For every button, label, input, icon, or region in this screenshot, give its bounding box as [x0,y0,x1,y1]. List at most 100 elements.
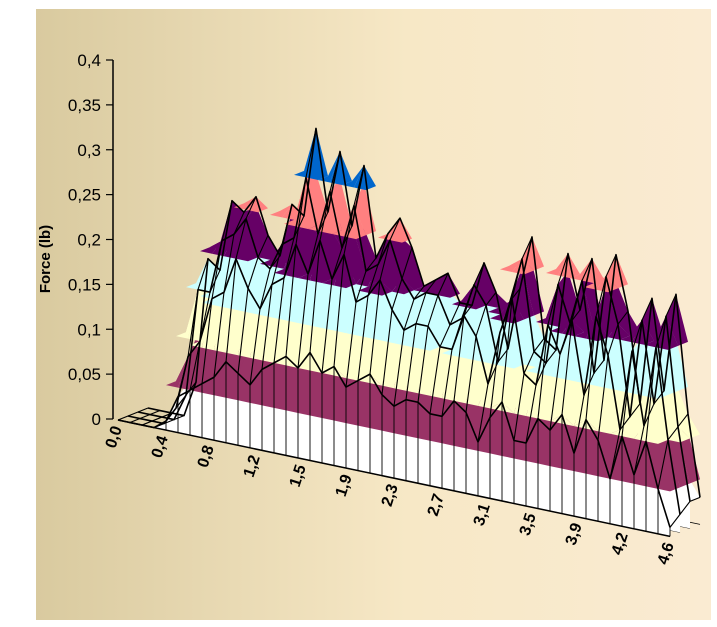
surface-cell-band [370,289,392,341]
cross-line [597,310,629,441]
x-tick-label: 0,4 [149,434,172,461]
surface-cell-band [570,258,592,281]
x-tick-label: 2,3 [379,482,402,509]
y-axis-title: Force (lb) [37,225,54,293]
surface-cell-band [428,295,450,347]
surface-cell-band [334,326,356,379]
x-tick-label: 4,2 [609,531,632,558]
surface-face-band [442,443,454,491]
cross-line [177,258,209,397]
surface-cell-band [358,280,380,294]
surface-face-band [238,400,250,448]
surface-cell-band [390,218,412,243]
surface-cell-band [366,233,388,272]
surface-cell-band [378,218,400,241]
y-tick-label: 0,1 [77,320,101,339]
surface-cell-band [500,258,522,272]
surface-face-band [610,478,622,527]
surface-cell-band [250,284,272,316]
surface-face-band [586,428,598,477]
y-tick-label: 0,2 [77,231,101,250]
surface-cell-band [236,254,258,289]
surface-cell-band [666,339,688,391]
cross-line [345,257,377,388]
x-tick-label: 0,8 [195,443,218,470]
surface-cell-band [294,128,316,178]
surface-face-band [478,450,490,499]
surface-cell-band [454,315,476,359]
cross-line [249,255,281,385]
surface-cell-band [200,240,222,254]
surface-cell-band [198,258,220,293]
cross-line [501,236,533,403]
surface-cell-band [356,264,378,287]
surface-cell-band [346,295,368,336]
surface-face-band [574,471,586,519]
x-tick-label: 1,9 [333,472,356,499]
surface-face-band [322,418,334,466]
cross-line [441,304,473,417]
surface-cell-band [678,431,700,484]
surface-cell-band [286,271,308,323]
x-tick-label: 0,0 [103,424,126,451]
surface-face-band [586,473,598,522]
surface-cell-band [658,484,680,528]
surface-cell-band [310,240,332,284]
cross-line [513,338,545,441]
surface-cell-band [214,258,236,308]
cross-line [141,412,173,426]
surface-cell-band [310,276,332,329]
surface-cell-band [404,292,426,331]
surface-face-band [358,425,370,474]
surface-face-band [406,435,418,484]
surface-cell-band [522,308,544,352]
surface-face-band [502,410,514,459]
surface-face-band [466,412,478,451]
surface-face-band [622,481,634,529]
surface-face-band [298,367,310,416]
surface-face-band [274,407,286,456]
surface-face-band [430,440,442,489]
surface-face-band [346,380,358,426]
surface-face-band [406,399,418,439]
cross-line [261,204,293,370]
surface-face-band [526,418,538,464]
surface-cell-band [332,205,354,237]
surface-cell-band [334,281,356,334]
surface-cell-band [646,437,668,489]
surface-cell-band [656,316,678,350]
surface-face-band [490,453,502,501]
cross-line [237,235,269,374]
cross-line [669,496,701,528]
surface-cell-band [358,289,380,339]
surface-face-band [442,400,454,446]
surface-face-band [598,476,610,524]
surface-face-band [514,458,526,507]
surface-face-band [334,366,346,379]
cross-line [321,225,353,374]
y-tick-label: 0,15 [68,275,101,294]
surface-cell-band [274,271,296,321]
surface-cell-band [562,374,584,427]
surface-cell-band [418,344,440,396]
surface-cell-band [370,280,392,296]
surface-cell-band [250,308,272,361]
surface-face-band [166,396,178,433]
y-tick-label: 0,35 [68,96,101,115]
surface-face-band [394,433,406,481]
surface-cell-band [370,334,392,386]
surface-cell-band [394,339,416,391]
y-tick-label: 0 [92,410,101,429]
surface-cell-band [270,204,292,218]
surface-cell-band [226,303,248,356]
y-tick-label: 0,3 [77,141,101,160]
surface-face-band [274,362,286,411]
cross-line [537,253,569,419]
surface-cell-band [394,323,416,346]
surface-cell-band [296,222,318,274]
surface-cell-band [246,205,268,258]
surface-cell-band [224,218,246,259]
surface-face-band [346,423,358,471]
surface-face-band [526,461,538,509]
